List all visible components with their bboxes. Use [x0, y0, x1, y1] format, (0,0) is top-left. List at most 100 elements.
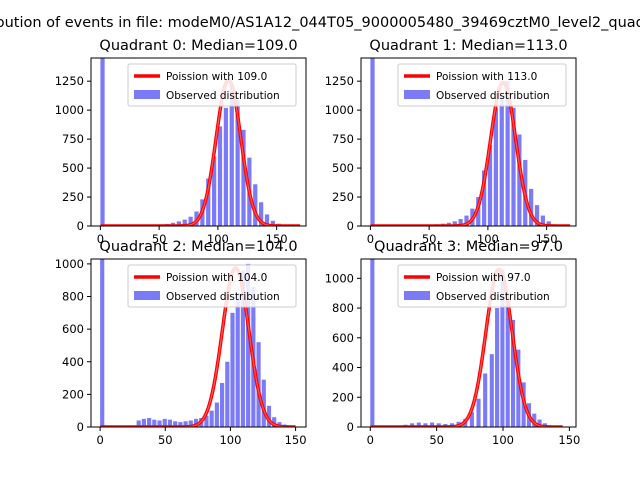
x-tick-label: 100 — [219, 433, 241, 447]
y-tick-label: 250 — [62, 190, 84, 204]
hist-bar — [500, 269, 505, 427]
hist-bar — [423, 423, 428, 427]
poisson-line-highlight — [100, 267, 296, 427]
legend-line-label: Poission with 97.0 — [436, 272, 531, 284]
hist-bar — [493, 107, 498, 226]
legend-hist-swatch — [134, 291, 160, 300]
x-tick-label: 50 — [429, 433, 444, 447]
legend-box — [397, 264, 567, 308]
y-tick-label: 1000 — [325, 271, 354, 285]
plot-area — [369, 58, 572, 226]
hist-bar — [534, 205, 540, 226]
hist-bar — [223, 107, 228, 226]
y-tick-label: 250 — [332, 190, 354, 204]
x-tick-label: 0 — [367, 433, 374, 447]
y-tick-label: 1000 — [55, 257, 84, 271]
hist-bar — [204, 415, 209, 427]
legend-hist-swatch — [404, 291, 430, 300]
axes-frame — [90, 57, 307, 227]
legend-hist-label: Observed distribution — [436, 90, 550, 102]
legend-line-label: Poission with 104.0 — [166, 272, 267, 284]
hist-bar — [261, 379, 266, 427]
quadrant-3-chart: 0 50 100 150 0 200 400 600 800 1000 Quadrant 3: Me… — [325, 239, 581, 447]
poisson-line-highlight — [100, 79, 301, 226]
hist-bar — [264, 214, 270, 226]
hist-bar — [464, 215, 469, 226]
hist-bar — [206, 178, 211, 226]
hist-bar — [483, 373, 488, 427]
hist-bar — [505, 297, 510, 427]
hist-bar — [141, 418, 146, 427]
legend-box — [397, 63, 567, 107]
axes-frame — [360, 57, 577, 227]
x-tick-label: 100 — [492, 433, 514, 447]
y-tick-label: 0 — [347, 420, 354, 434]
x-tick-label: 50 — [152, 232, 167, 246]
chart-title: Quadrant 0: Median=109.0 — [99, 38, 297, 54]
hist-bar — [178, 422, 183, 427]
x-tick-label: 50 — [158, 433, 173, 447]
hist-bar — [240, 270, 246, 427]
hist-bar — [495, 308, 500, 427]
hist-bar — [173, 421, 178, 427]
hist-bar — [430, 422, 435, 427]
hist-bar — [410, 423, 415, 427]
hist-bar — [487, 144, 493, 226]
hist-bar — [532, 413, 537, 427]
hist-bar — [214, 402, 219, 427]
hist-bar — [529, 188, 534, 226]
hist-bar — [253, 184, 258, 226]
legend-hist-swatch — [134, 90, 160, 99]
hist-bar — [540, 215, 545, 226]
x-tick-label: 0 — [96, 433, 103, 447]
hist-bar — [183, 421, 188, 427]
quadrant-0-chart: 0 50 100 150 0 250 500 750 1000 1250 Quadrant 0: M… — [55, 38, 307, 246]
legend: Poission with 113.0 Observed distribution — [397, 63, 567, 107]
hist-bar — [266, 405, 272, 427]
y-tick-label: 600 — [62, 322, 84, 336]
x-tick-label: 0 — [367, 232, 374, 246]
y-tick-label: 1000 — [325, 103, 354, 117]
hist-bar — [416, 422, 421, 427]
y-tick-label: 200 — [332, 390, 354, 404]
y-tick-label: 400 — [62, 355, 84, 369]
hist-bar — [147, 418, 152, 427]
y-tick-label: 1250 — [55, 74, 84, 88]
legend-hist-label: Observed distribution — [166, 90, 280, 102]
hist-bar — [270, 220, 275, 226]
y-tick-label: 200 — [62, 387, 84, 401]
plot-area — [99, 58, 302, 226]
hist-bar — [458, 219, 463, 226]
hist-bar — [235, 99, 240, 226]
y-tick-label: 800 — [332, 301, 354, 315]
hist-bar — [212, 156, 217, 226]
y-tick-label: 750 — [62, 132, 84, 146]
legend-hist-swatch — [404, 90, 430, 99]
y-tick-label: 400 — [332, 361, 354, 375]
hist-bar — [152, 419, 157, 427]
hist-bar — [537, 419, 542, 427]
y-tick-label: 0 — [347, 219, 354, 233]
axes-frame — [90, 258, 307, 428]
x-tick-label: 100 — [207, 232, 229, 246]
hist-bar — [452, 221, 457, 226]
hist-bar — [511, 107, 516, 226]
y-tick-label: 750 — [332, 132, 354, 146]
hist-bar — [188, 216, 193, 226]
hist-bar — [516, 349, 521, 427]
hist-bar — [230, 312, 235, 427]
plot-area — [369, 259, 564, 427]
hist-bar — [272, 417, 277, 427]
hist-bar — [246, 263, 251, 427]
hist-bar — [225, 361, 230, 427]
y-tick-label: 800 — [62, 290, 84, 304]
hist-bar — [217, 126, 223, 226]
legend-hist-label: Observed distribution — [166, 291, 280, 303]
hist-bar — [489, 354, 494, 427]
x-tick-label: 150 — [266, 232, 288, 246]
hist-bar — [436, 423, 441, 427]
hist-bar — [193, 418, 199, 427]
hist-bar — [482, 170, 487, 226]
